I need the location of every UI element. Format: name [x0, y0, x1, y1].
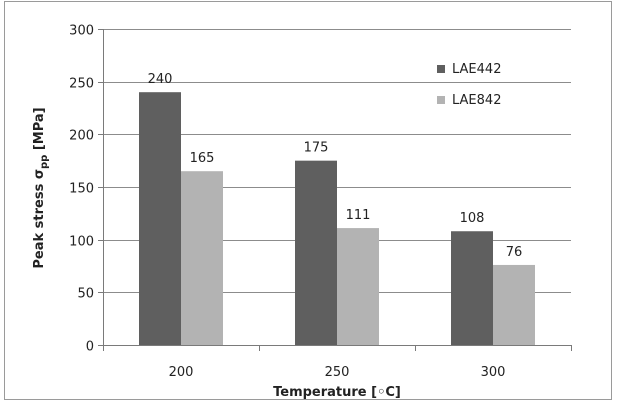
- data-label-lae842-300: 76: [506, 245, 523, 260]
- bars: [139, 92, 535, 345]
- y-tick-label-50: 50: [77, 287, 94, 302]
- y-axis-ticks: 0 50 100 150 200 250 300: [69, 24, 103, 355]
- y-axis-title-main: Peak stress σ: [32, 169, 47, 269]
- legend-label-lae842: LAE842: [452, 93, 501, 108]
- data-label-lae842-200: 165: [190, 151, 215, 166]
- bar-lae442-300: [451, 231, 493, 345]
- y-tick-label-150: 150: [69, 182, 94, 197]
- data-label-lae842-250: 111: [346, 208, 371, 223]
- bar-lae842-200: [181, 171, 223, 345]
- bar-lae442-250: [295, 160, 337, 345]
- y-tick-label-300: 300: [69, 24, 94, 39]
- y-tick-label-250: 250: [69, 77, 94, 92]
- y-axis-title: Peak stress σpp [MPa]: [32, 107, 50, 268]
- y-axis-title-unit: [MPa]: [32, 107, 47, 154]
- x-tick-label-200: 200: [169, 365, 194, 380]
- legend-swatch-lae842: [437, 96, 445, 104]
- x-axis-title: Temperature [◦C]: [273, 385, 401, 400]
- data-label-lae442-300: 108: [460, 211, 485, 226]
- bar-lae842-250: [337, 228, 379, 345]
- legend: LAE442 LAE842: [437, 62, 501, 108]
- bar-lae842-300: [493, 264, 535, 345]
- x-tick-label-250: 250: [325, 365, 350, 380]
- data-label-lae442-200: 240: [148, 72, 173, 87]
- x-tick-label-300: 300: [481, 365, 506, 380]
- x-axis-ticks: 200 250 300: [103, 345, 572, 380]
- y-tick-label-0: 0: [86, 340, 94, 355]
- y-tick-label-100: 100: [69, 235, 94, 250]
- y-axis-title-subscript: pp: [39, 155, 50, 169]
- bar-lae442-200: [139, 92, 181, 345]
- legend-swatch-lae442: [437, 65, 445, 73]
- data-label-lae442-250: 175: [304, 141, 329, 156]
- legend-label-lae442: LAE442: [452, 62, 501, 77]
- y-tick-label-200: 200: [69, 129, 94, 144]
- data-labels: 240 165 175 111 108 76: [148, 72, 523, 260]
